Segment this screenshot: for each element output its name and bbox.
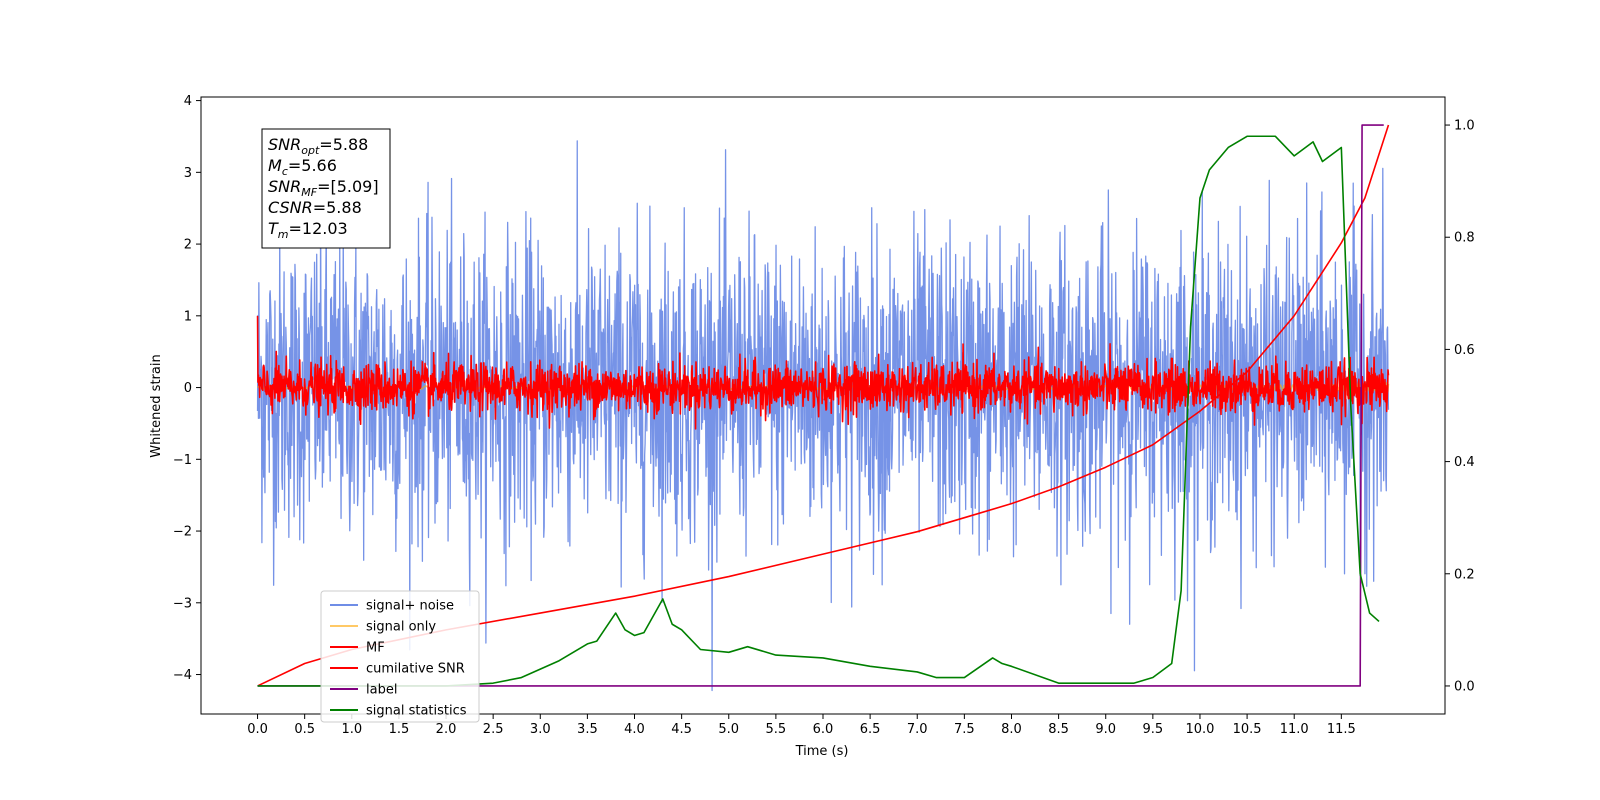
y-tick-label: 2 bbox=[184, 238, 192, 253]
x-tick-label: 4.0 bbox=[624, 722, 645, 737]
legend-label: MF bbox=[366, 641, 385, 656]
info-subscript: opt bbox=[301, 144, 320, 157]
info-subscript: MF bbox=[301, 186, 317, 199]
y-tick-label: −3 bbox=[173, 596, 192, 611]
info-value: =5.66 bbox=[288, 156, 337, 175]
x-tick-label: 1.5 bbox=[389, 722, 410, 737]
y-tick-label: 3 bbox=[184, 166, 192, 181]
y-right-tick-label: 0.2 bbox=[1454, 567, 1475, 582]
legend-frame bbox=[320, 590, 480, 723]
info-symbol: T bbox=[268, 219, 279, 238]
x-tick-label: 8.0 bbox=[1001, 722, 1022, 737]
x-tick-label: 7.5 bbox=[954, 722, 975, 737]
series-line-mf bbox=[256, 315, 1390, 430]
legend-label: label bbox=[366, 683, 397, 698]
x-tick-label: 1.0 bbox=[341, 722, 362, 737]
x-tick-label: 9.5 bbox=[1143, 722, 1164, 737]
x-tick-label: 11.0 bbox=[1280, 722, 1309, 737]
series-line-signal-statistics bbox=[257, 135, 1380, 687]
series-line-label bbox=[257, 124, 1384, 687]
x-tick-label: 0.5 bbox=[294, 722, 315, 737]
info-line: SNRopt=5.88 bbox=[268, 135, 368, 157]
y-right-tick-label: 0.8 bbox=[1454, 231, 1475, 246]
legend-label: signal+ noise bbox=[366, 599, 454, 614]
info-symbol: M bbox=[268, 156, 282, 175]
y-axis-label: Whitened strain bbox=[149, 354, 164, 457]
x-tick-label: 3.0 bbox=[530, 722, 551, 737]
x-axis: 0.0 0.5 1.0 1.5 2.0 2.5 3.0 3.5 4.0 4.5 5.0 5.5 6.0 6… bbox=[247, 714, 1356, 737]
y-right-tick-label: 1.0 bbox=[1454, 119, 1475, 134]
legend-label: cumilative SNR bbox=[366, 662, 465, 677]
y-tick-label: 4 bbox=[184, 94, 192, 109]
info-line: CSNR=5.88 bbox=[268, 198, 362, 217]
info-line: SNRMF=[5.09] bbox=[268, 177, 379, 199]
info-box: SNRopt=5.88Mc=5.66SNRMF=[5.09]CSNR=5.88T… bbox=[261, 128, 391, 249]
x-tick-label: 2.5 bbox=[483, 722, 504, 737]
info-box-frame bbox=[261, 128, 391, 249]
info-value: =12.03 bbox=[289, 219, 348, 238]
y-tick-label: 1 bbox=[184, 309, 192, 324]
x-tick-label: 10.0 bbox=[1185, 722, 1214, 737]
x-tick-label: 9.0 bbox=[1095, 722, 1116, 737]
info-value: =5.88 bbox=[313, 198, 362, 217]
x-tick-label: 3.5 bbox=[577, 722, 598, 737]
y-right-tick-label: 0.4 bbox=[1454, 455, 1475, 470]
y-right-tick-label: 0.6 bbox=[1454, 343, 1475, 358]
info-symbol: CSNR bbox=[268, 198, 313, 217]
info-line: Tm=12.03 bbox=[268, 219, 348, 241]
x-tick-label: 5.5 bbox=[766, 722, 787, 737]
y-tick-label: −2 bbox=[173, 525, 192, 540]
legend-label: signal only bbox=[366, 620, 436, 635]
y-axis-right: 1.0 0.8 0.6 0.4 0.2 0.0 bbox=[1445, 119, 1475, 694]
x-tick-label: 2.0 bbox=[436, 722, 457, 737]
y-tick-label: −4 bbox=[173, 668, 192, 683]
info-value: =5.88 bbox=[319, 135, 368, 154]
info-subscript: c bbox=[282, 165, 288, 178]
y-axis-left: 4 3 2 1 0 −1 −2 −3 −4 bbox=[173, 94, 201, 683]
y-right-tick-label: 0.0 bbox=[1454, 679, 1475, 694]
x-tick-label: 8.5 bbox=[1048, 722, 1069, 737]
legend-label: signal statistics bbox=[366, 704, 467, 719]
info-symbol: SNR bbox=[268, 177, 301, 196]
x-tick-label: 5.0 bbox=[718, 722, 739, 737]
x-tick-label: 7.0 bbox=[907, 722, 928, 737]
x-tick-label: 11.5 bbox=[1327, 722, 1356, 737]
y-tick-label: −1 bbox=[173, 453, 192, 468]
legend: signal+ noise signal only MF cumilative SNR… bbox=[320, 590, 480, 723]
info-symbol: SNR bbox=[268, 135, 301, 154]
x-tick-label: 6.0 bbox=[813, 722, 834, 737]
x-tick-label: 4.5 bbox=[671, 722, 692, 737]
x-tick-label: 10.5 bbox=[1233, 722, 1262, 737]
x-axis-label: Time (s) bbox=[795, 744, 849, 759]
y-tick-label: 0 bbox=[184, 381, 192, 396]
info-line: Mc=5.66 bbox=[268, 156, 337, 178]
x-tick-label: 6.5 bbox=[860, 722, 881, 737]
info-subscript: m bbox=[278, 228, 289, 241]
info-value: =[5.09] bbox=[317, 177, 379, 196]
x-tick-label: 0.0 bbox=[247, 722, 268, 737]
